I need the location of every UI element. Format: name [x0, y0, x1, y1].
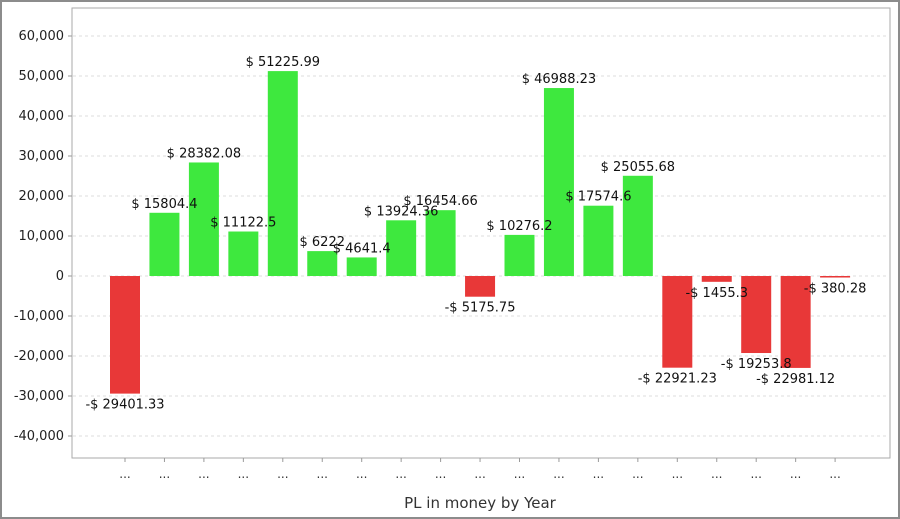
bar-data-label: -$ 29401.33	[85, 398, 164, 413]
bar-data-label: $ 25055.68	[601, 160, 675, 175]
x-category-label: ...	[632, 467, 643, 481]
bar[interactable]	[465, 276, 496, 297]
x-category-label: ...	[514, 467, 525, 481]
bar-data-label: -$ 22921.23	[638, 372, 717, 387]
y-tick-label: -40,000	[14, 429, 64, 444]
x-category-label: ...	[435, 467, 446, 481]
bar[interactable]	[386, 220, 417, 276]
bar-data-label: -$ 22981.12	[756, 372, 835, 387]
x-axis-categories: ........................................…	[119, 458, 841, 481]
y-tick-label: -20,000	[14, 349, 64, 364]
y-tick-label: 60,000	[19, 29, 65, 44]
bar[interactable]	[307, 251, 338, 276]
bar-data-label: -$ 19253.8	[721, 357, 792, 372]
bar-data-label: $ 46988.23	[522, 72, 596, 87]
bar[interactable]	[543, 88, 574, 276]
bar[interactable]	[504, 234, 535, 276]
x-axis-label: PL in money by Year	[404, 494, 557, 512]
x-category-label: ...	[317, 467, 328, 481]
bar[interactable]	[149, 212, 180, 276]
x-category-label: ...	[829, 467, 840, 481]
bar[interactable]	[346, 257, 377, 276]
y-tick-label: 50,000	[19, 69, 65, 84]
x-category-label: ...	[159, 467, 170, 481]
x-category-label: ...	[711, 467, 722, 481]
bar-data-label: $ 17574.6	[565, 190, 631, 205]
y-tick-label: 0	[56, 269, 64, 284]
x-category-label: ...	[474, 467, 485, 481]
x-category-label: ...	[672, 467, 683, 481]
bar-data-label: $ 11122.5	[210, 216, 276, 231]
bar[interactable]	[622, 175, 653, 276]
bar-data-label: -$ 380.28	[804, 282, 867, 297]
y-tick-label: 40,000	[19, 109, 65, 124]
y-tick-label: 30,000	[19, 149, 65, 164]
bar[interactable]	[110, 276, 140, 394]
bar-data-label: $ 6222	[300, 235, 346, 250]
bar-data-label: $ 16454.66	[403, 194, 477, 209]
bar[interactable]	[425, 210, 456, 276]
x-category-label: ...	[553, 467, 564, 481]
x-category-label: ...	[790, 467, 801, 481]
x-category-label: ...	[238, 467, 249, 481]
bars	[110, 71, 851, 394]
bar-data-label: -$ 1455.3	[685, 286, 748, 301]
bar[interactable]	[701, 276, 732, 282]
bar-data-label: $ 28382.08	[167, 146, 241, 161]
bar-data-label: $ 15804.4	[131, 197, 197, 212]
bar[interactable]	[583, 205, 614, 276]
y-axis-ticks: 60,000 50,000 40,000 30,000 20,000 10,000 0 -10…	[14, 29, 72, 444]
bar[interactable]	[188, 162, 219, 276]
bar-data-label: $ 13924.36	[364, 204, 438, 219]
bar[interactable]	[267, 71, 298, 276]
bar[interactable]	[228, 231, 259, 276]
bar-data-label: $ 51225.99	[246, 55, 320, 70]
bar[interactable]	[780, 276, 811, 368]
x-category-label: ...	[593, 467, 604, 481]
bar[interactable]	[820, 276, 851, 278]
bar[interactable]	[662, 276, 693, 368]
data-labels: -$ 29401.33 $ 15804.4 $ 28382.08 $ 11122.5 $…	[85, 55, 866, 413]
x-category-label: ...	[119, 467, 130, 481]
x-category-label: ...	[277, 467, 288, 481]
y-tick-label: -30,000	[14, 389, 64, 404]
x-category-label: ...	[198, 467, 209, 481]
bar-data-label: $ 4641.4	[333, 241, 391, 256]
x-category-label: ...	[395, 467, 406, 481]
bar-data-label: -$ 5175.75	[445, 301, 516, 316]
y-tick-label: 20,000	[19, 189, 65, 204]
bar-data-label: $ 10276.2	[486, 219, 552, 234]
x-category-label: ...	[356, 467, 367, 481]
y-tick-label: -10,000	[14, 309, 64, 324]
y-tick-label: 10,000	[19, 229, 65, 244]
bar[interactable]	[741, 276, 772, 354]
x-category-label: ...	[750, 467, 761, 481]
